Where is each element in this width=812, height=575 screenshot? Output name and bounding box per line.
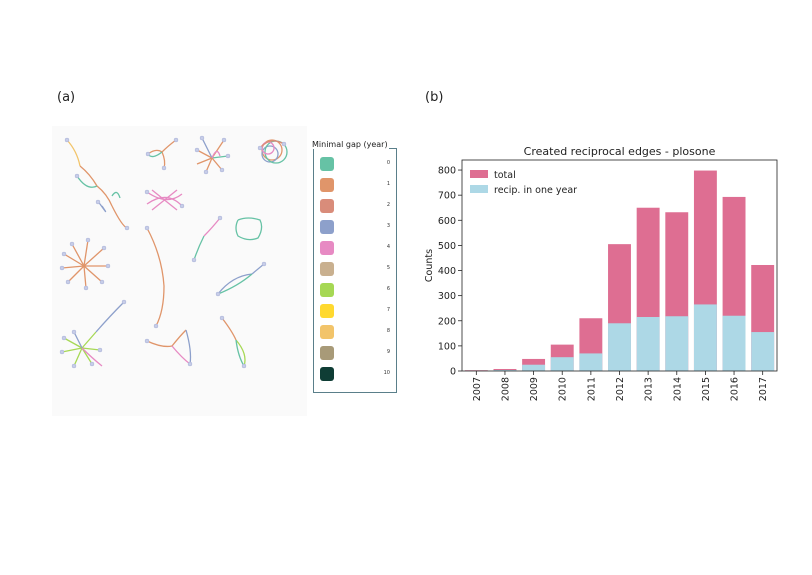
x-tick-label: 2007 <box>472 377 483 401</box>
x-tick-label: 2009 <box>529 377 540 401</box>
legend-value: 2 <box>386 202 390 208</box>
legend-item: 0 <box>320 157 392 171</box>
x-tick-label: 2012 <box>615 377 626 401</box>
legend-label-0: total <box>494 170 516 181</box>
bar-recip <box>608 323 631 371</box>
legend-value: 10 <box>383 370 390 376</box>
legend-item: 4 <box>320 241 392 255</box>
legend-swatch <box>320 304 334 318</box>
y-tick-label: 100 <box>438 341 456 352</box>
legend-swatch <box>320 199 334 213</box>
legend-swatch <box>320 262 334 276</box>
legend-value: 8 <box>386 328 390 334</box>
bar-recip <box>722 315 746 371</box>
bar-recip <box>665 316 689 371</box>
x-tick-label: 2008 <box>500 377 511 401</box>
legend-swatch <box>320 157 334 171</box>
y-tick-label: 200 <box>438 316 456 327</box>
legend-swatch <box>320 178 334 192</box>
panel-b-label: (b) <box>425 90 444 105</box>
legend-swatch-1 <box>470 185 488 193</box>
legend-swatch <box>320 283 334 297</box>
legend-item: 8 <box>320 325 392 339</box>
x-tick-label: 2016 <box>730 377 741 401</box>
x-tick-label: 2013 <box>644 377 655 401</box>
y-axis-label: Counts <box>424 249 435 282</box>
y-tick-label: 500 <box>438 241 456 252</box>
y-tick-label: 0 <box>450 367 456 378</box>
legend-swatch <box>320 325 334 339</box>
legend-value: 9 <box>386 349 390 355</box>
bar-chart: Created reciprocal edges - plosone 0 100 20… <box>424 145 778 401</box>
legend-swatch <box>320 241 334 255</box>
bar-recip <box>751 332 775 371</box>
legend-item: 5 <box>320 262 392 276</box>
legend-swatch-0 <box>470 170 488 178</box>
y-tick-label: 400 <box>438 266 456 277</box>
legend-item: 10 <box>320 367 392 381</box>
network-drawing <box>52 126 307 416</box>
y-tick-label: 700 <box>438 191 456 202</box>
gap-legend-title: Minimal gap (year) <box>311 140 389 149</box>
legend-item: 7 <box>320 304 392 318</box>
legend-swatch <box>320 220 334 234</box>
legend-value: 3 <box>386 223 390 229</box>
y-tick-label: 800 <box>438 166 456 177</box>
legend-value: 1 <box>386 181 390 187</box>
panel-a-label: (a) <box>57 90 76 105</box>
legend-value: 7 <box>386 307 390 313</box>
legend-value: 0 <box>386 160 390 166</box>
x-tick-label: 2011 <box>586 377 597 401</box>
legend-label-1: recip. in one year <box>494 185 577 196</box>
x-tick-label: 2015 <box>701 377 712 401</box>
legend-item: 9 <box>320 346 392 360</box>
x-tick-label: 2014 <box>672 377 683 401</box>
legend-item: 1 <box>320 178 392 192</box>
x-tick-label: 2017 <box>758 377 769 401</box>
gap-legend: 0 1 2 3 4 5 6 7 8 9 10 <box>313 148 397 393</box>
legend-item: 6 <box>320 283 392 297</box>
bar-recip <box>550 357 574 371</box>
bar-recip <box>579 353 603 371</box>
bar-recip <box>693 304 717 371</box>
x-tick-label: 2010 <box>558 377 569 401</box>
y-tick-label: 300 <box>438 291 456 302</box>
bar-recip <box>522 364 546 371</box>
legend-value: 4 <box>386 244 390 250</box>
bar-recip <box>493 369 517 371</box>
legend-swatch <box>320 346 334 360</box>
legend-item: 3 <box>320 220 392 234</box>
chart-title: Created reciprocal edges - plosone <box>524 145 716 158</box>
legend-value: 6 <box>386 286 390 292</box>
legend-item: 2 <box>320 199 392 213</box>
y-tick-label: 600 <box>438 216 456 227</box>
bar-recip <box>636 316 660 371</box>
legend-value: 5 <box>386 265 390 271</box>
legend-swatch <box>320 367 334 381</box>
